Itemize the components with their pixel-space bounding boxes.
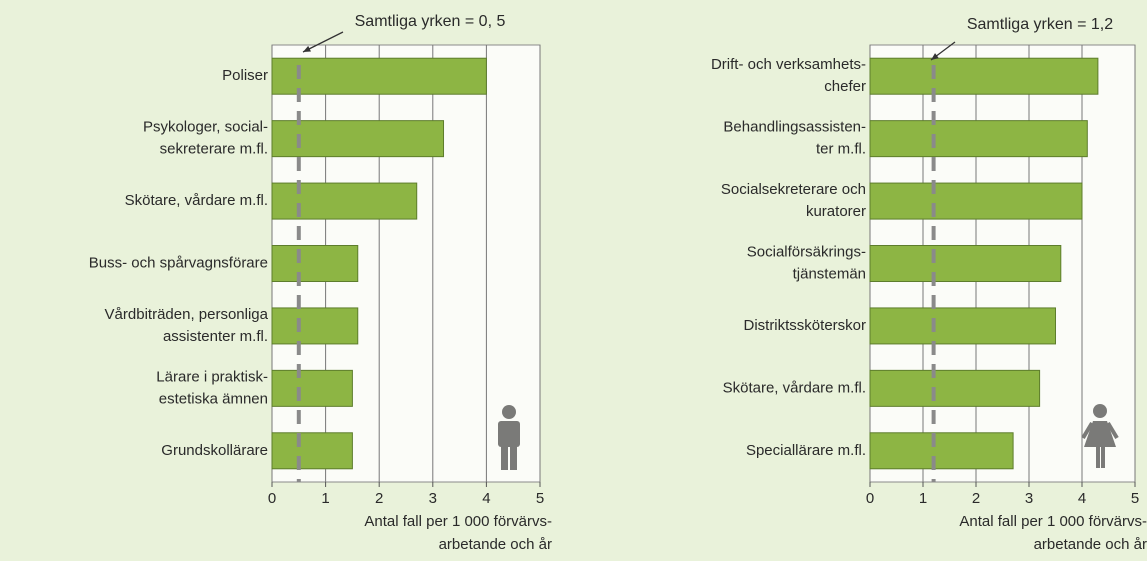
y-tick-label: Psykologer, social-sekreterare m.fl.	[143, 119, 268, 158]
bar	[271, 369, 353, 407]
bar	[869, 307, 1056, 345]
y-tick-label: Skötare, vårdare m.fl.	[125, 192, 268, 209]
y-tick-label: Vårdbiträden, personliga assistenter m.fl…	[105, 306, 269, 345]
male-icon	[498, 405, 520, 470]
x-axis-label: Antal fall per 1 000 förvärvs-arbetande …	[959, 513, 1147, 553]
annotation: Samtliga yrken = 0, 5	[355, 13, 506, 30]
bar	[869, 245, 1062, 282]
y-tick-label: Poliser	[222, 67, 268, 84]
x-tick-label: 4	[1078, 490, 1086, 507]
y-tick-label: Grundskollärare	[161, 442, 268, 459]
bar	[869, 182, 1083, 220]
x-tick-label: 0	[866, 490, 874, 507]
bar	[271, 57, 487, 95]
bar	[869, 432, 1014, 470]
y-tick-label: Socialförsäkrings-tjänstemän	[747, 243, 866, 282]
x-tick-label: 5	[536, 490, 544, 507]
bar	[271, 307, 359, 345]
x-tick-label: 1	[919, 490, 927, 507]
y-tick-label: Behandlingsassisten-ter m.fl.	[723, 119, 866, 158]
y-tick-label: Skötare, vårdare m.fl.	[723, 379, 866, 396]
x-tick-label: 5	[1131, 490, 1139, 507]
y-tick-label: Distriktssköterskor	[743, 317, 866, 334]
y-tick-label: Buss- och spårvagnsförare	[89, 254, 268, 271]
arrow-head	[931, 53, 939, 60]
y-tick-label: Drift- och verksamhets-chefer	[711, 56, 866, 95]
bar	[869, 120, 1088, 158]
bar	[869, 369, 1041, 407]
x-axis-label: Antal fall per 1 000 förvärvs-arbetande …	[364, 513, 552, 553]
y-tick-label: Lärare i praktisk-estetiska ämnen	[156, 368, 268, 407]
x-tick-label: 3	[429, 490, 437, 507]
female-icon	[1081, 404, 1119, 468]
annotation-arrow	[302, 31, 344, 53]
x-tick-label: 4	[482, 490, 490, 507]
x-tick-label: 2	[972, 490, 980, 507]
x-tick-label: 3	[1025, 490, 1033, 507]
bar	[271, 182, 418, 220]
x-tick-label: 0	[268, 490, 276, 507]
annotation: Samtliga yrken = 1,2	[967, 16, 1113, 33]
y-tick-label: Socialsekreterare och kuratorer	[721, 181, 866, 220]
y-tick-label: Speciallärare m.fl.	[746, 442, 866, 459]
x-tick-label: 2	[375, 490, 383, 507]
x-tick-label: 1	[321, 490, 329, 507]
bar	[271, 432, 353, 470]
bar	[271, 245, 359, 282]
arrow-head	[303, 45, 311, 52]
bar	[869, 57, 1099, 95]
